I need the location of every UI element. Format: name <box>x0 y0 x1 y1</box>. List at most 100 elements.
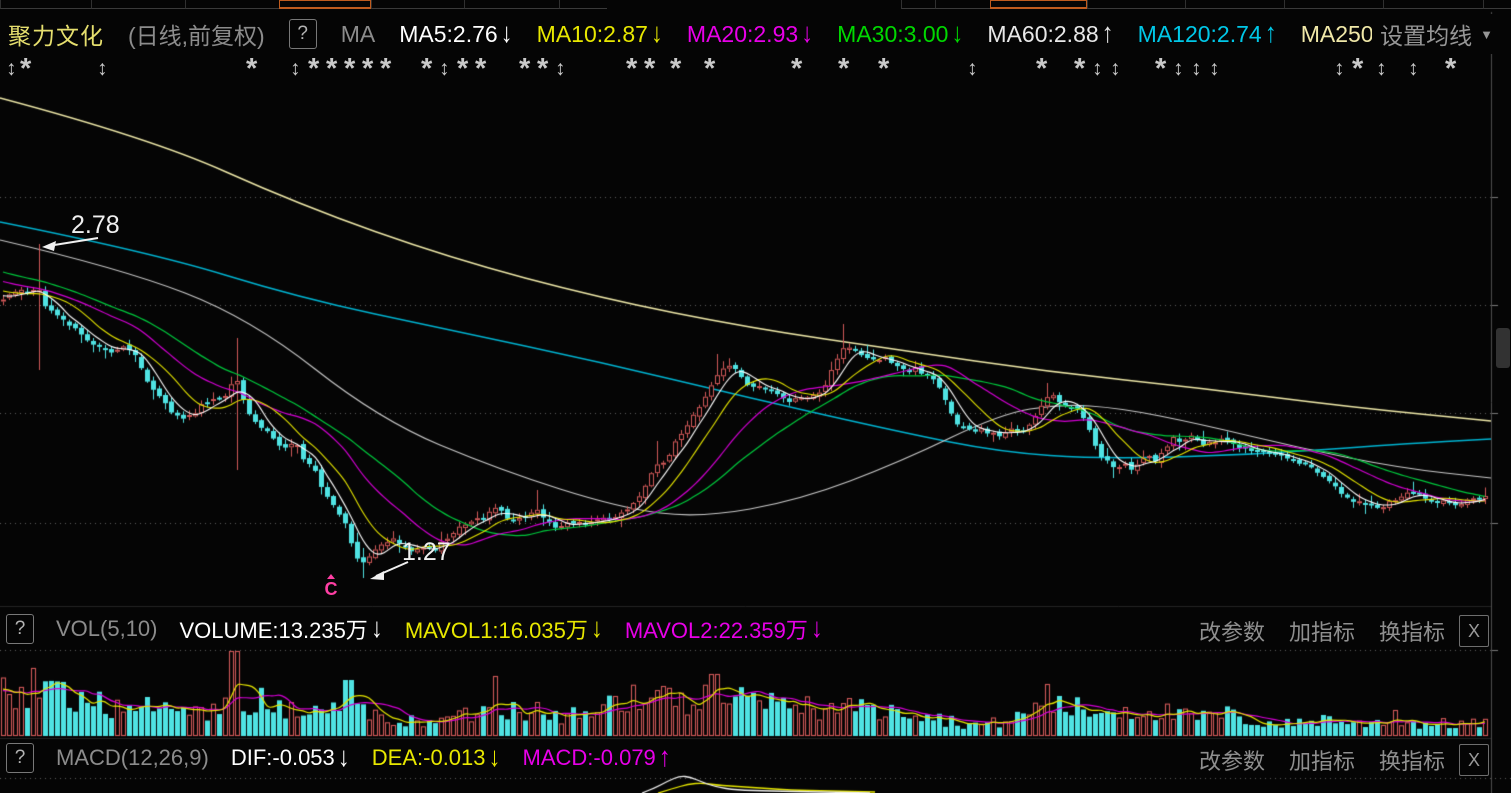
macd-legend-item-1: DEA:-0.013 ↓ <box>371 742 501 773</box>
event-marker-burst-icon[interactable]: * <box>670 53 682 85</box>
top-tab-7[interactable] <box>901 0 935 9</box>
trend-down-arrow-icon: ↓ <box>951 17 964 49</box>
event-marker-burst-icon[interactable]: * <box>1352 53 1364 85</box>
event-marker-burst-icon[interactable]: * <box>838 53 850 85</box>
top-tab-6[interactable] <box>559 0 607 9</box>
event-marker-burst-icon[interactable]: * <box>326 53 338 85</box>
top-tab-1[interactable] <box>91 0 185 9</box>
ma-legend-items: MA5:2.76 ↓ MA10:2.87 ↓ MA20:2.93 ↓ MA30:3.00 ↓ M… <box>399 17 1276 49</box>
event-marker-updown-icon[interactable]: ↕ <box>97 57 108 80</box>
ma-legend-item-4-label: MA60:2.88 <box>987 20 1099 47</box>
vol-legend-item-2: MAVOL2:22.359万 ↓ <box>625 613 823 645</box>
event-marker-burst-icon[interactable]: * <box>246 53 258 85</box>
price-annotation-low: 1.27 <box>402 538 451 566</box>
panel-action-加指标[interactable]: 加指标 <box>1288 749 1355 774</box>
trend-up-arrow-icon: ↑ <box>658 741 671 773</box>
event-marker-burst-icon[interactable]: * <box>1155 53 1167 85</box>
top-tab-4[interactable] <box>371 0 464 9</box>
vol-legend-items: VOLUME:13.235万 ↓ MAVOL1:16.035万 ↓ MAVOL2:22.… <box>180 613 823 645</box>
ex-dividend-marker[interactable]: C <box>320 574 342 598</box>
ma-legend-item-3: MA30:3.00 ↓ <box>837 17 964 49</box>
top-tab-12[interactable] <box>1284 0 1383 9</box>
event-marker-burst-icon[interactable]: * <box>380 53 392 85</box>
top-tab-8[interactable] <box>935 0 990 9</box>
top-tab-13[interactable] <box>1383 0 1483 9</box>
event-marker-burst-icon[interactable]: * <box>537 53 549 85</box>
event-marker-updown-icon[interactable]: ↕ <box>967 57 978 80</box>
macd-indicator-name: MACD(12,26,9) <box>56 745 209 770</box>
event-marker-updown-icon[interactable]: ↕ <box>555 57 566 80</box>
event-marker-updown-icon[interactable]: ↕ <box>1110 57 1121 80</box>
event-marker-burst-icon[interactable]: * <box>1074 53 1086 85</box>
event-marker-burst-icon[interactable]: * <box>519 53 531 85</box>
event-marker-updown-icon[interactable]: ↕ <box>439 57 450 80</box>
event-marker-updown-icon[interactable]: ↕ <box>6 57 17 80</box>
macd-actions: 改参数 加指标 换指标 <box>1199 744 1445 776</box>
event-marker-burst-icon[interactable]: * <box>644 53 656 85</box>
event-marker-burst-icon[interactable]: * <box>1036 53 1048 85</box>
top-tab-9[interactable] <box>990 0 1087 9</box>
event-marker-burst-icon[interactable]: * <box>878 53 890 85</box>
event-marker-burst-icon[interactable]: * <box>475 53 487 85</box>
event-marker-burst-icon[interactable]: * <box>308 53 320 85</box>
vol-legend-item-0-label: VOLUME:13.235万 <box>179 618 368 643</box>
ma-settings-button[interactable]: 设置均线 ▼ <box>1372 14 1493 54</box>
event-marker-updown-icon[interactable]: ↕ <box>1334 57 1345 80</box>
top-tab-2[interactable] <box>185 0 279 9</box>
top-tab-5[interactable] <box>464 0 559 9</box>
top-tab-10[interactable] <box>1087 0 1185 9</box>
vol-legend-item-2-label: MAVOL2:22.359万 <box>624 618 808 643</box>
volume-legend: ? VOL(5,10) VOLUME:13.235万 ↓ MAVOL1:16.035… <box>6 610 823 648</box>
panel-action-改参数[interactable]: 改参数 <box>1198 620 1265 645</box>
annotation-arrow-low <box>370 561 409 580</box>
ex-dividend-letter: C <box>324 579 338 599</box>
chevron-down-icon: ▼ <box>1480 26 1493 42</box>
macd-close-button[interactable]: X <box>1459 744 1489 776</box>
macd-legend-item-0: DIF:-0.053 ↓ <box>230 742 350 773</box>
panel-action-换指标[interactable]: 换指标 <box>1378 620 1445 645</box>
event-marker-burst-icon[interactable]: * <box>344 53 356 85</box>
trend-down-arrow-icon: ↓ <box>650 17 663 49</box>
vol-help-button[interactable]: ? <box>6 614 34 644</box>
event-marker-burst-icon[interactable]: * <box>421 53 433 85</box>
macd-help-button[interactable]: ? <box>6 743 34 773</box>
event-marker-burst-icon[interactable]: * <box>362 53 374 85</box>
panel-action-改参数[interactable]: 改参数 <box>1198 749 1265 774</box>
macd-legend-item-0-label: DIF:-0.053 <box>230 745 335 770</box>
event-marker-burst-icon[interactable]: * <box>626 53 638 85</box>
scrollbar-thumb[interactable] <box>1496 328 1510 368</box>
event-marker-updown-icon[interactable]: ↕ <box>1191 57 1202 80</box>
ma-legend-item-1: MA10:2.87 ↓ <box>537 17 663 49</box>
event-marker-burst-icon[interactable]: * <box>20 53 32 85</box>
top-tab-3[interactable] <box>279 0 371 9</box>
event-marker-burst-icon[interactable]: * <box>791 53 803 85</box>
event-marker-updown-icon[interactable]: ↕ <box>1408 57 1419 80</box>
top-tab-0[interactable] <box>0 0 91 9</box>
vol-legend-item-1-label: MAVOL1:16.035万 <box>404 618 588 643</box>
period-adjustment-label: (日线,前复权) <box>128 23 265 49</box>
vol-indicator-name: VOL(5,10) <box>56 616 158 641</box>
trend-up-arrow-icon: ↑ <box>1101 17 1114 49</box>
top-tab-11[interactable] <box>1185 0 1284 9</box>
ma-legend-item-5-label: MA120:2.74 <box>1137 20 1262 47</box>
macd-legend-item-1-label: DEA:-0.013 <box>371 745 486 770</box>
top-tab-strip <box>0 0 1511 11</box>
event-marker-updown-icon[interactable]: ↕ <box>1209 57 1220 80</box>
event-marker-updown-icon[interactable]: ↕ <box>1092 57 1103 80</box>
panel-action-换指标[interactable]: 换指标 <box>1378 749 1445 774</box>
top-tab-14[interactable] <box>1483 0 1511 9</box>
help-button[interactable]: ? <box>288 19 317 49</box>
vol-close-button[interactable]: X <box>1459 615 1489 647</box>
macd-legend-item-2-label: MACD:-0.079 <box>522 745 656 770</box>
macd-legend-item-2: MACD:-0.079 ↑ <box>522 741 671 773</box>
event-marker-updown-icon[interactable]: ↕ <box>290 57 301 80</box>
event-marker-updown-icon[interactable]: ↕ <box>1173 57 1184 80</box>
event-marker-burst-icon[interactable]: * <box>704 53 716 85</box>
panel-action-加指标[interactable]: 加指标 <box>1288 620 1355 645</box>
event-marker-burst-icon[interactable]: * <box>1445 53 1457 85</box>
macd-legend: ? MACD(12,26,9) DIF:-0.053 ↓ DEA:-0.013 ↓ MA… <box>6 739 671 777</box>
event-marker-updown-icon[interactable]: ↕ <box>1376 57 1387 80</box>
event-marker-burst-icon[interactable]: * <box>457 53 469 85</box>
trend-down-arrow-icon: ↓ <box>370 612 383 644</box>
